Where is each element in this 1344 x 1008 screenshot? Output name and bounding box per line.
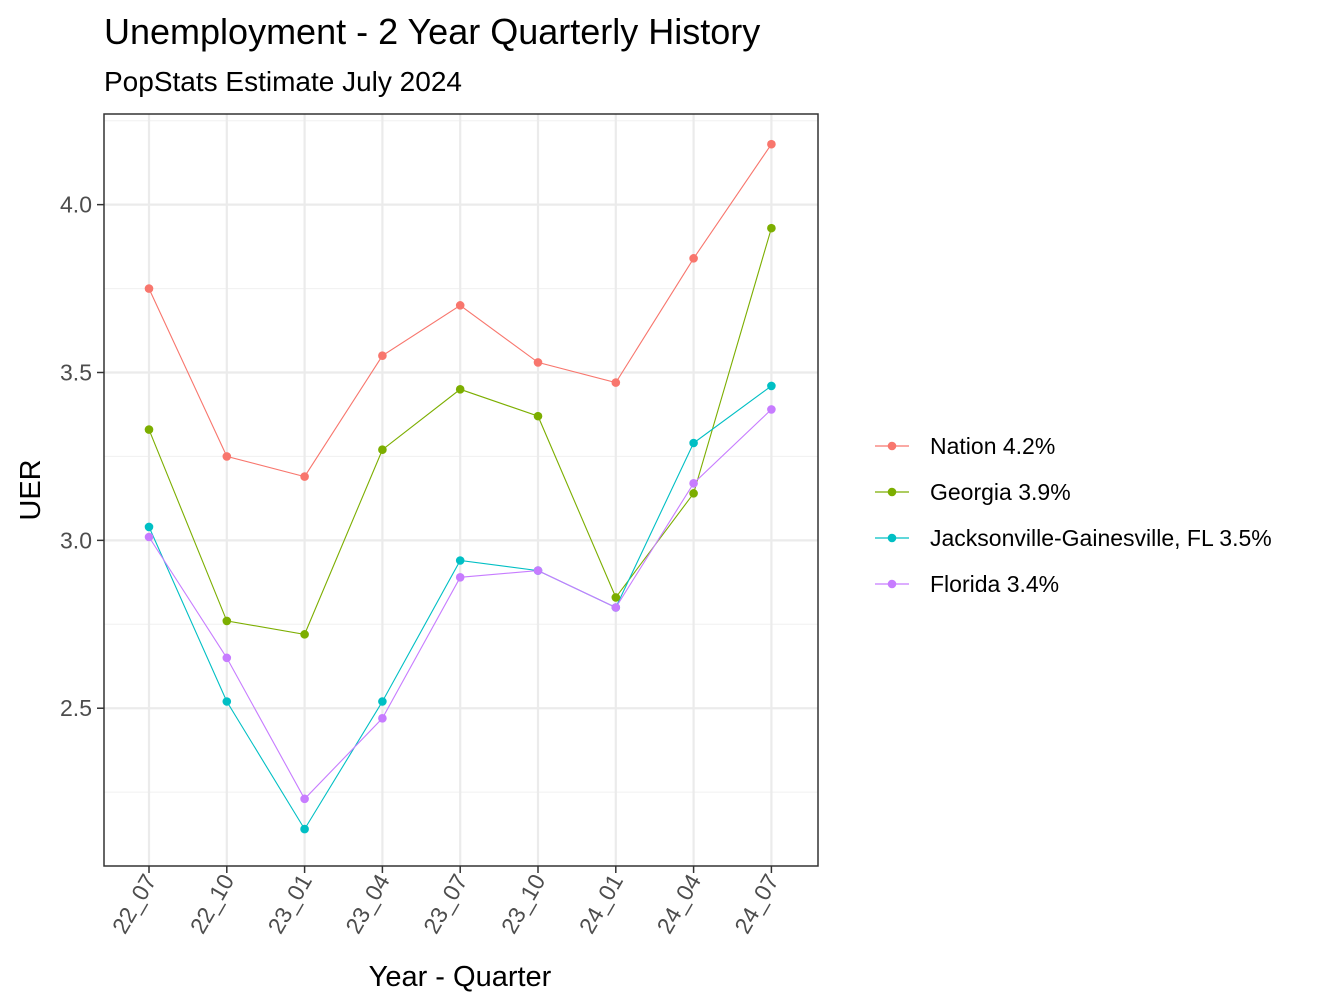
y-tick-label: 4.0 xyxy=(60,192,92,218)
grid-major-lines xyxy=(104,114,818,866)
data-point xyxy=(767,381,776,391)
legend-key-point xyxy=(887,533,897,543)
plot-panel-border xyxy=(103,113,819,867)
legend-label: Jacksonville-Gainesville, FL 3.5% xyxy=(930,525,1272,551)
legend-key-point xyxy=(887,579,897,589)
data-point xyxy=(767,223,776,233)
data-point xyxy=(767,139,776,149)
data-point xyxy=(144,532,154,542)
data-point xyxy=(533,358,543,367)
legend-item: Nation 4.2% xyxy=(875,433,1055,459)
data-point xyxy=(611,603,621,612)
data-point xyxy=(300,630,309,639)
data-point xyxy=(455,301,465,310)
data-point xyxy=(222,616,232,626)
chart-subtitle: PopStats Estimate July 2024 xyxy=(104,66,462,97)
y-tick-label: 2.5 xyxy=(60,695,92,721)
legend-item: Florida 3.4% xyxy=(875,571,1059,597)
legend-label: Nation 4.2% xyxy=(930,433,1055,459)
data-point xyxy=(611,378,621,387)
data-point xyxy=(455,572,465,582)
data-point xyxy=(611,593,621,602)
chart-title: Unemployment - 2 Year Quarterly History xyxy=(104,11,760,52)
legend-item: Jacksonville-Gainesville, FL 3.5% xyxy=(875,525,1272,551)
data-point xyxy=(144,425,154,434)
data-point xyxy=(378,445,387,455)
data-point xyxy=(455,556,465,565)
data-point xyxy=(144,284,154,293)
legend-item: Georgia 3.9% xyxy=(875,479,1071,505)
data-point xyxy=(378,351,387,361)
data-point xyxy=(378,697,387,706)
data-point xyxy=(378,713,387,723)
data-point xyxy=(689,478,698,488)
data-point xyxy=(689,489,698,498)
legend-key-point xyxy=(887,487,897,497)
data-point xyxy=(533,411,543,421)
data-point xyxy=(300,824,309,834)
data-point xyxy=(144,522,154,532)
data-point xyxy=(222,452,232,461)
y-tick-label: 3.0 xyxy=(60,527,92,553)
data-point xyxy=(689,254,698,263)
data-point xyxy=(300,794,309,804)
y-axis-title: UER xyxy=(15,459,47,520)
data-point xyxy=(767,405,776,414)
data-point xyxy=(222,653,232,663)
legend: Nation 4.2% Georgia 3.9% Jacksonville-Gain… xyxy=(875,433,1272,597)
legend-key-point xyxy=(887,441,897,451)
y-tick-label: 3.5 xyxy=(60,360,92,386)
data-point xyxy=(222,697,232,706)
y-axis: 2.5 3.0 3.5 4.0 xyxy=(60,192,104,721)
data-point xyxy=(300,472,309,481)
data-point xyxy=(689,438,698,448)
series-points xyxy=(144,139,776,834)
data-point xyxy=(533,566,543,575)
legend-label: Georgia 3.9% xyxy=(930,479,1071,505)
data-point xyxy=(455,384,465,394)
x-axis-title: Year - Quarter xyxy=(369,961,552,993)
legend-label: Florida 3.4% xyxy=(930,571,1059,597)
